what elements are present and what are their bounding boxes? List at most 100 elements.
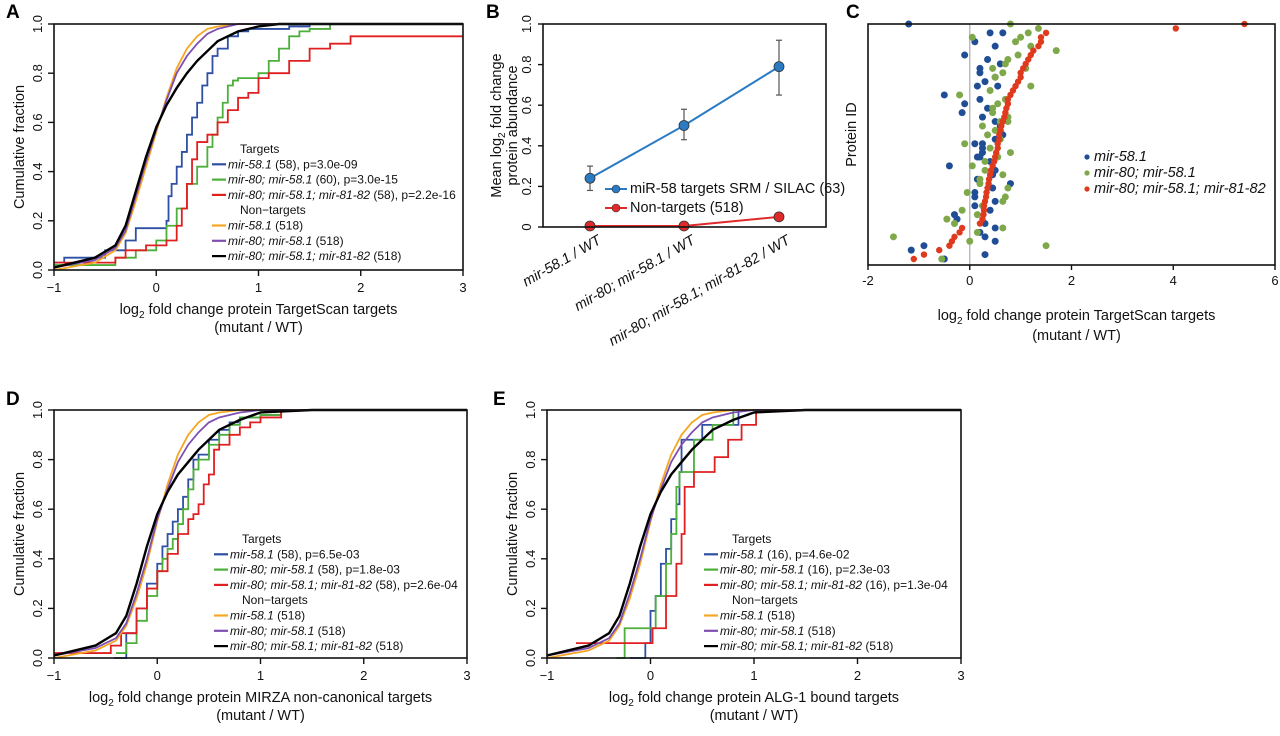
data-point xyxy=(584,172,596,184)
scatter-point-1 xyxy=(981,157,989,165)
scatter-point-1 xyxy=(966,237,974,245)
scatter-point-0 xyxy=(981,251,989,259)
scatter-point-1 xyxy=(958,206,966,214)
y-tick-label: 0 xyxy=(519,223,534,230)
scatter-point-0 xyxy=(971,202,979,210)
scatter-point-1 xyxy=(1052,47,1060,55)
scatter-point-1 xyxy=(950,220,958,228)
legend-marker xyxy=(611,203,621,213)
scatter-point-0 xyxy=(973,153,981,161)
scatter-point-2 xyxy=(1037,34,1045,41)
legend-entry: mir-58.1 (518) xyxy=(230,609,305,623)
legend-header-nontargets: Non−targets xyxy=(240,203,306,217)
legend-entry: mir-80; mir-58.1; mir-81-82 (58), p=2.6e… xyxy=(230,578,458,592)
cdf-line-nontargets-4 xyxy=(54,23,463,269)
x-axis-label-subscript: 2 xyxy=(139,310,145,321)
scatter-point-0 xyxy=(991,118,999,126)
y-tick-label: 0.6 xyxy=(30,113,45,131)
plot-frame xyxy=(542,23,827,228)
scatter-point-2 xyxy=(956,229,963,236)
legend-entry: mir-80; mir-58.1 (60), p=3.0e-15 xyxy=(228,173,398,187)
y-tick-label: 0.2 xyxy=(523,599,538,617)
scatter-point-2 xyxy=(1004,96,1012,103)
legend-entry: Non-targets (518) xyxy=(630,200,744,216)
scatter-point-0 xyxy=(976,69,984,77)
scatter-point-0 xyxy=(991,224,999,232)
legend-entry-genotype: mir-58.1 xyxy=(228,157,272,171)
x-axis-label-rest: fold change protein ALG-1 bound targets xyxy=(634,690,899,706)
y-tick-label: 0.4 xyxy=(519,137,534,155)
x-tick-label: 2 xyxy=(357,280,364,295)
scatter-point-1 xyxy=(968,162,976,170)
scatter-point-0 xyxy=(991,42,999,50)
x-axis-label-subscript: 2 xyxy=(108,698,114,709)
legend-entry: mir-58.1 xyxy=(1094,149,1147,165)
scatter-point-1 xyxy=(973,211,981,219)
scatter-point-0 xyxy=(981,78,989,86)
x-axis-label-main: log xyxy=(89,690,108,706)
x-tick-label: −1 xyxy=(47,280,62,295)
x-tick-label: 0 xyxy=(154,668,161,683)
x-axis-label-line2: (mutant / WT) xyxy=(1032,328,1121,344)
y-tick-label: 0.8 xyxy=(523,451,538,469)
y-tick-label: 0.6 xyxy=(519,96,534,114)
legend-entry: mir-58.1 (518) xyxy=(720,609,795,623)
x-axis-label-rest: fold change protein MIRZA non-canonical … xyxy=(114,690,432,706)
scatter-point-0 xyxy=(961,100,969,108)
y-tick-label: 0.8 xyxy=(519,56,534,74)
y-axis-label-main: Mean log xyxy=(489,138,505,198)
x-tick-label: −1 xyxy=(47,668,62,683)
scatter-point-1 xyxy=(989,104,997,112)
legend-entry-stats: (518) xyxy=(372,639,403,653)
legend-marker xyxy=(1084,154,1090,160)
scatter-point-1 xyxy=(981,166,989,174)
scatter-point-0 xyxy=(940,91,948,99)
y-tick-label: 0.2 xyxy=(30,599,45,617)
legend-entry-stats: (16), p=4.6e-02 xyxy=(764,547,850,561)
cdf-line-targets-2 xyxy=(54,409,467,654)
x-axis-label-line2: (mutant / WT) xyxy=(710,708,799,724)
x-axis-label-subscript: 2 xyxy=(628,698,634,709)
y-tick-label: 0.4 xyxy=(523,550,538,568)
x-axis-label-rest: fold change protein TargetScan targets xyxy=(963,308,1216,324)
x-tick-label: 0 xyxy=(647,668,654,683)
cdf-line-targets-0 xyxy=(629,409,961,659)
legend-header-nontargets: Non−targets xyxy=(732,593,798,607)
scatter-point-1 xyxy=(999,69,1007,77)
scatter-point-2 xyxy=(1042,29,1050,37)
scatter-point-0 xyxy=(907,246,915,254)
scatter-point-1 xyxy=(1004,184,1012,192)
cdf-line-targets-0 xyxy=(113,409,467,659)
y-tick-label: 0.8 xyxy=(30,64,45,82)
scatter-point-0 xyxy=(920,242,928,250)
scatter-point-2 xyxy=(976,220,984,227)
scatter-point-2 xyxy=(994,140,1001,147)
plot-frame xyxy=(867,23,1276,266)
x-axis-label-rest: fold change protein TargetScan targets xyxy=(145,302,398,318)
legend-entry-genotype: mir-80; mir-58.1 xyxy=(230,563,314,577)
legend-entry-stats: (58), p=6.5e-03 xyxy=(274,547,360,561)
y-axis-label-rest: fold change xyxy=(489,53,505,132)
legend-header-targets: Targets xyxy=(242,532,281,546)
legend-entry: mir-80; mir-58.1; mir-81-82 (518) xyxy=(720,639,893,653)
x-tick-label: 3 xyxy=(459,280,466,295)
x-axis-label-main: log xyxy=(609,690,628,706)
legend-entry-stats: (518) xyxy=(274,609,305,623)
legend-entry-genotype: mir-80; mir-58.1 xyxy=(720,563,804,577)
legend-entry: mir-80; mir-58.1; mir-81-82 (518) xyxy=(228,249,401,263)
x-axis-label-line2: (mutant / WT) xyxy=(214,320,303,336)
y-axis-label: Cumulative fraction xyxy=(505,472,521,596)
scatter-point-1 xyxy=(989,64,997,72)
data-point xyxy=(584,220,596,232)
scatter-point-2 xyxy=(910,255,917,263)
legend-entry-stats: (518) xyxy=(764,609,795,623)
legend-entry: mir-80; mir-58.1 xyxy=(1094,165,1196,181)
panel-letter: C xyxy=(846,2,860,23)
legend-entry-genotype: mir-80; mir-58.1; mir-81-82 xyxy=(228,188,370,202)
scatter-point-2 xyxy=(936,246,943,254)
y-tick-label: 0.6 xyxy=(523,500,538,518)
x-axis-label-main: log xyxy=(938,308,957,324)
